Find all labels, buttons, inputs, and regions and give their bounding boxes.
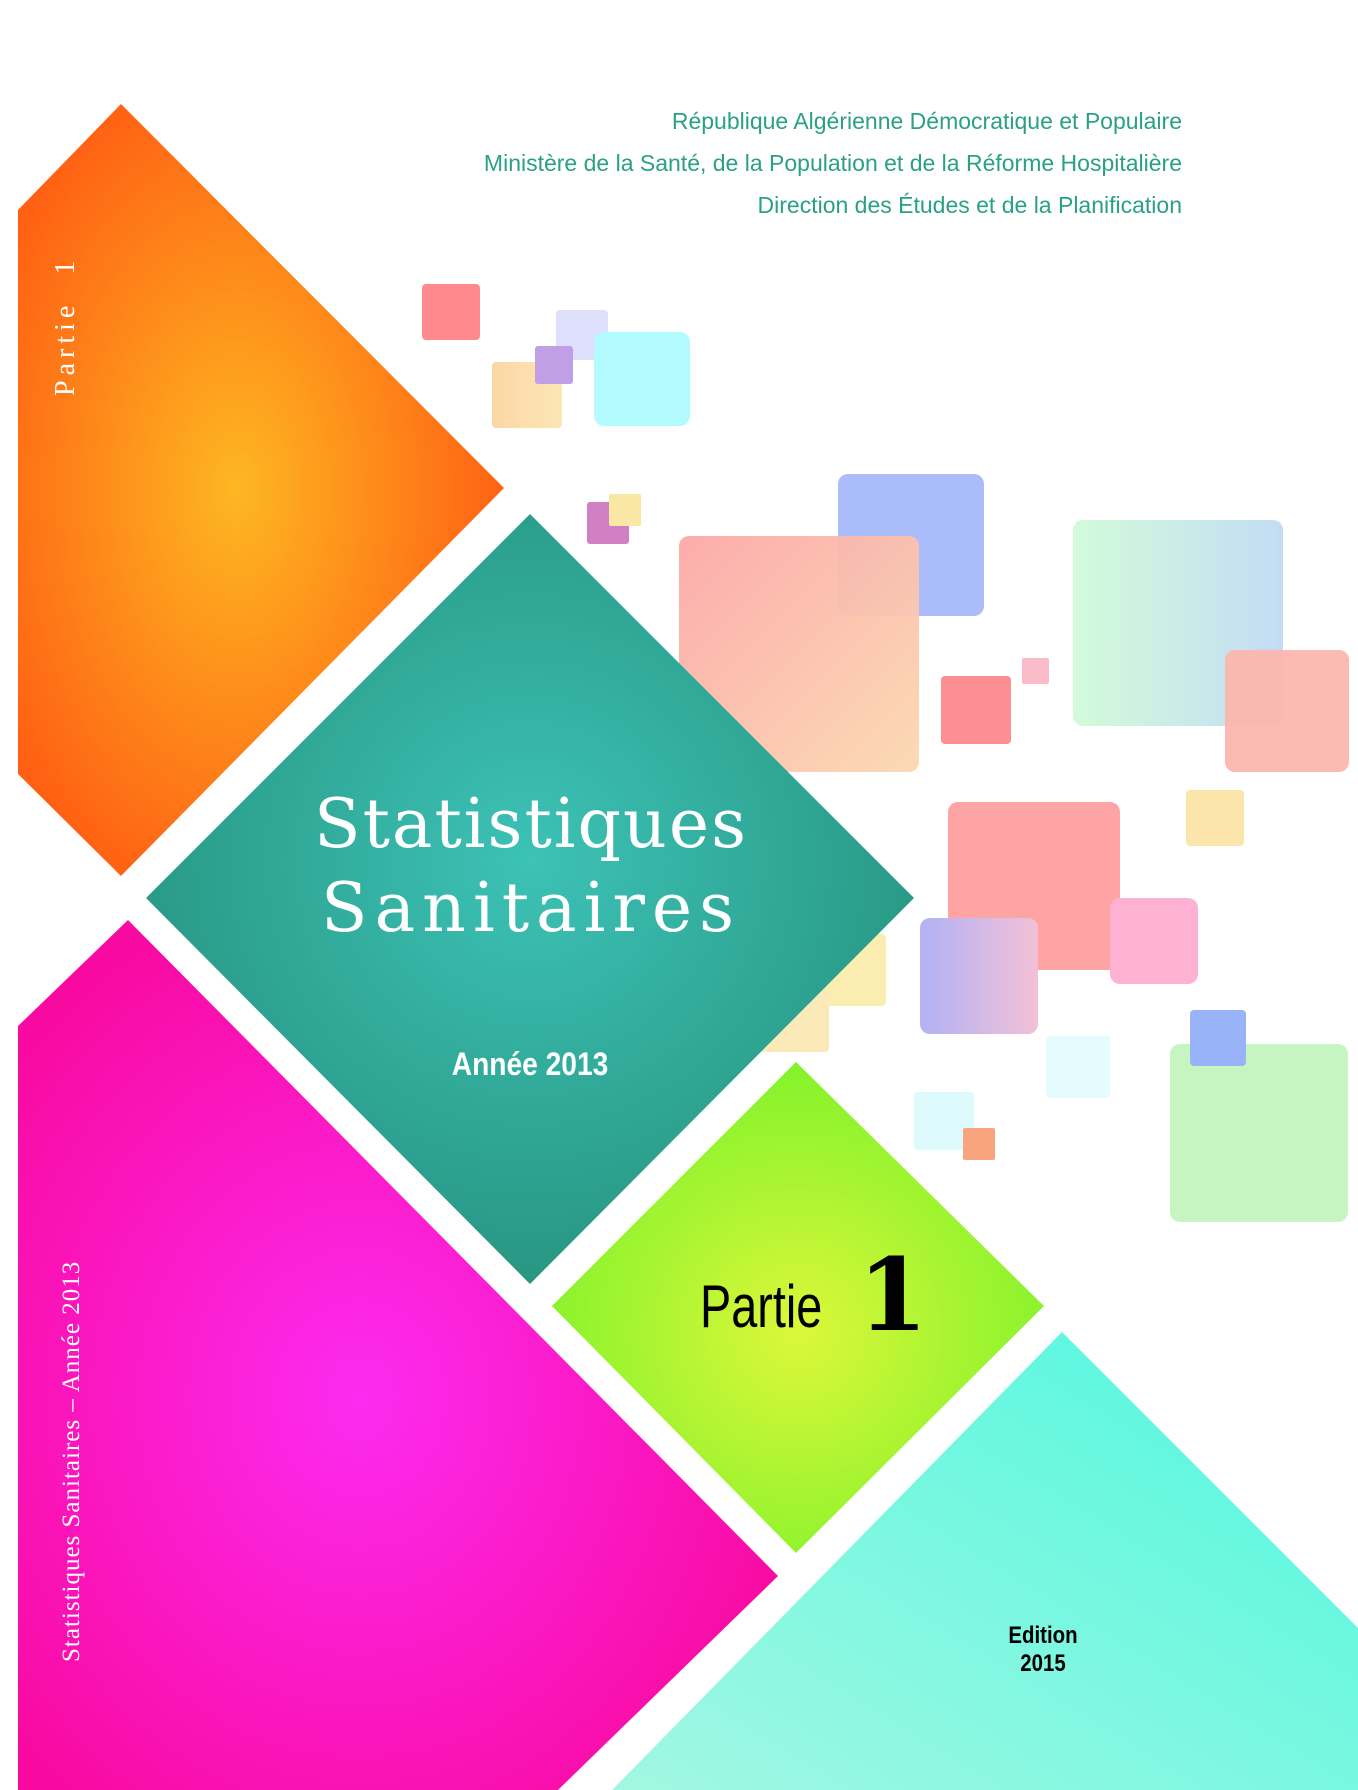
title-line-1: Statistiques (314, 785, 748, 864)
deco-square (609, 494, 641, 526)
header-line-3: Direction des Études et de la Planificat… (757, 192, 1182, 218)
lime-diamond (552, 1062, 1044, 1553)
orange-diamond (18, 104, 504, 876)
header-line-2: Ministère de la Santé, de la Population … (483, 150, 1182, 176)
deco-square (535, 346, 573, 384)
magenta-diamond (18, 920, 778, 1790)
header-block: République Algérienne Démocratique et Po… (484, 100, 1182, 226)
deco-square (594, 332, 690, 426)
deco-square (422, 284, 480, 340)
year-label: Année 2013 (451, 1046, 609, 1082)
title-line-2: Sanitaires (321, 869, 741, 948)
title-block: Statistiques Sanitaires (246, 786, 816, 954)
part-label: Partie 1 (700, 1236, 940, 1354)
spine-part-number: 1 (50, 255, 81, 275)
edition-label: Edition 2015 (1008, 1622, 1078, 1677)
deco-square (920, 918, 1038, 1034)
deco-square (963, 1128, 995, 1160)
deco-square (1190, 1010, 1246, 1066)
aqua-diamond (612, 1332, 1358, 1790)
deco-square (941, 676, 1011, 744)
header-line-1: République Algérienne Démocratique et Po… (671, 108, 1182, 134)
deco-square (1170, 1044, 1348, 1222)
teal-diamond (146, 514, 914, 1284)
part-number: 1 (858, 1236, 928, 1354)
deco-square (1186, 790, 1244, 846)
spine-part-label: Partie 1 (50, 256, 82, 396)
deco-square (1225, 650, 1349, 772)
deco-square (1046, 1036, 1110, 1098)
spine-title: Statistiques Sanitaires – Année 2013 (58, 1260, 85, 1662)
deco-square (1022, 658, 1049, 684)
deco-square (1110, 898, 1198, 984)
spine-part-word: Partie (50, 300, 81, 396)
part-word: Partie (700, 1273, 823, 1340)
